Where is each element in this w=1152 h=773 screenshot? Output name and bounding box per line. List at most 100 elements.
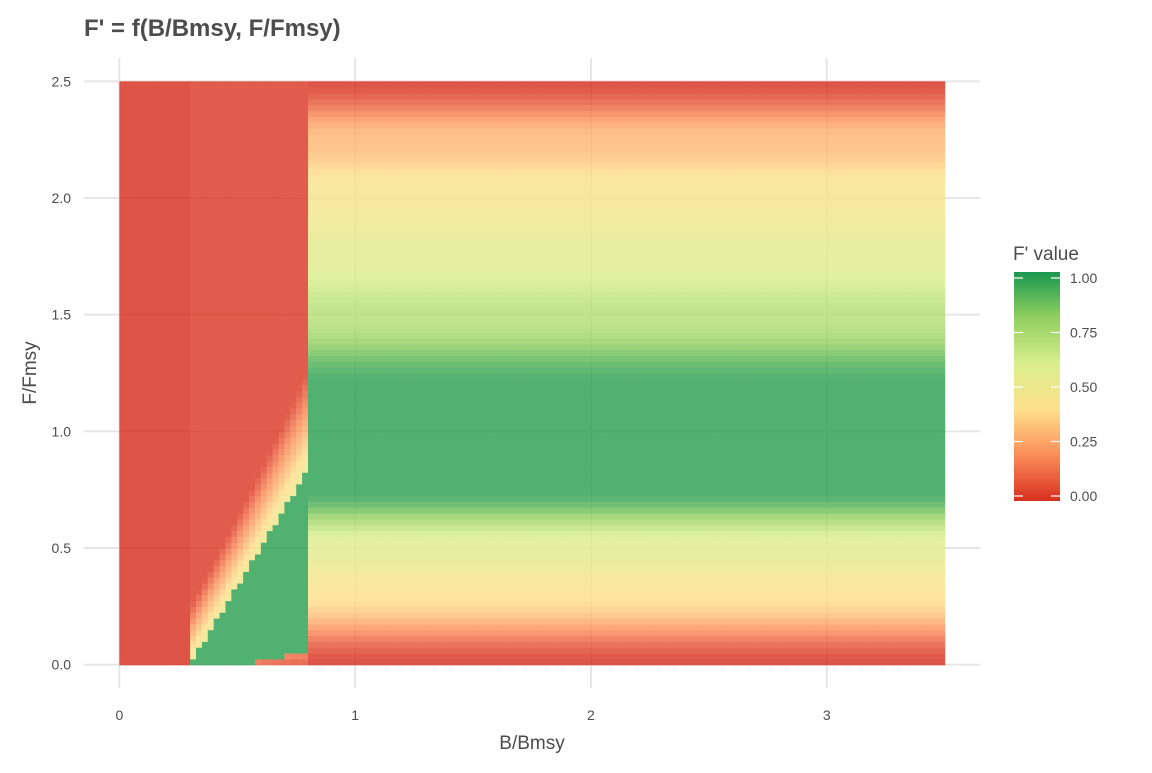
- heatmap-cell: [255, 181, 261, 187]
- heatmap-cell: [402, 332, 408, 338]
- heatmap-cell: [396, 420, 402, 426]
- heatmap-cell: [172, 321, 178, 327]
- heatmap-cell: [273, 303, 279, 309]
- heatmap-cell: [202, 647, 208, 653]
- heatmap-cell: [225, 641, 231, 647]
- heatmap-cell: [137, 507, 143, 513]
- heatmap-cell: [279, 641, 285, 647]
- heatmap-cell: [273, 507, 279, 513]
- heatmap-cell: [332, 501, 338, 507]
- heatmap-cell: [208, 262, 214, 268]
- heatmap-cell: [391, 81, 397, 87]
- heatmap-cell: [237, 653, 243, 659]
- heatmap-cell: [255, 461, 261, 467]
- heatmap-cell: [202, 321, 208, 327]
- heatmap-cell: [184, 233, 190, 239]
- heatmap-cell: [208, 280, 214, 286]
- heatmap-cell: [231, 531, 237, 537]
- heatmap-cell: [343, 420, 349, 426]
- heatmap-cell: [225, 169, 231, 175]
- heatmap-cell: [225, 157, 231, 163]
- heatmap-cell: [119, 291, 125, 297]
- heatmap-cell: [261, 87, 267, 93]
- heatmap-cell: [343, 321, 349, 327]
- heatmap-cell: [172, 595, 178, 601]
- heatmap-cell: [143, 601, 149, 607]
- heatmap-cell: [355, 583, 361, 589]
- heatmap-cell: [408, 466, 414, 472]
- heatmap-cell: [396, 99, 402, 105]
- heatmap-cell: [255, 653, 261, 659]
- heatmap-cell: [178, 175, 184, 181]
- heatmap-cell: [220, 630, 226, 636]
- heatmap-cell: [267, 122, 273, 128]
- heatmap-cell: [149, 146, 155, 152]
- heatmap-cell: [273, 175, 279, 181]
- heatmap-cell: [161, 426, 167, 432]
- heatmap-cell: [326, 379, 332, 385]
- heatmap-cell: [125, 414, 131, 420]
- heatmap-cell: [190, 548, 196, 554]
- heatmap-cell: [367, 186, 373, 192]
- heatmap-cell: [231, 420, 237, 426]
- heatmap-cell: [326, 280, 332, 286]
- heatmap-cell: [167, 286, 173, 292]
- heatmap-cell: [149, 116, 155, 122]
- heatmap-cell: [167, 606, 173, 612]
- heatmap-cell: [355, 198, 361, 204]
- heatmap-cell: [231, 659, 237, 665]
- heatmap-cell: [396, 624, 402, 630]
- heatmap-cell: [255, 379, 261, 385]
- heatmap-cell: [255, 396, 261, 402]
- heatmap-cell: [290, 426, 296, 432]
- heatmap-cell: [367, 175, 373, 181]
- heatmap-cell: [208, 630, 214, 636]
- heatmap-cell: [178, 519, 184, 525]
- heatmap-cell: [149, 507, 155, 513]
- heatmap-cell: [196, 577, 202, 583]
- heatmap-cell: [119, 466, 125, 472]
- heatmap-cell: [284, 157, 290, 163]
- heatmap-cell: [367, 601, 373, 607]
- heatmap-cell: [137, 210, 143, 216]
- heatmap-cell: [408, 373, 414, 379]
- heatmap-cell: [402, 186, 408, 192]
- heatmap-cell: [119, 181, 125, 187]
- heatmap-cell: [349, 344, 355, 350]
- heatmap-cell: [208, 595, 214, 601]
- heatmap-cell: [373, 233, 379, 239]
- heatmap-cell: [125, 455, 131, 461]
- heatmap-cell: [178, 449, 184, 455]
- heatmap-cell: [314, 472, 320, 478]
- heatmap-cell: [137, 525, 143, 531]
- heatmap-cell: [196, 163, 202, 169]
- heatmap-cell: [172, 449, 178, 455]
- heatmap-cell: [231, 116, 237, 122]
- heatmap-cell: [385, 221, 391, 227]
- heatmap-cell: [214, 373, 220, 379]
- heatmap-cell: [367, 87, 373, 93]
- heatmap-cell: [137, 99, 143, 105]
- heatmap-cell: [119, 583, 125, 589]
- heatmap-cell: [196, 601, 202, 607]
- heatmap-cell: [391, 571, 397, 577]
- heatmap-cell: [220, 618, 226, 624]
- heatmap-cell: [220, 151, 226, 157]
- heatmap-cell: [161, 618, 167, 624]
- heatmap-cell: [337, 221, 343, 227]
- heatmap-cell: [373, 606, 379, 612]
- heatmap-cell: [296, 239, 302, 245]
- heatmap-cell: [196, 420, 202, 426]
- heatmap-cell: [208, 105, 214, 111]
- heatmap-cell: [119, 192, 125, 198]
- heatmap-cell: [284, 566, 290, 572]
- heatmap-cell: [349, 606, 355, 612]
- heatmap-cell: [161, 472, 167, 478]
- heatmap-cell: [131, 186, 137, 192]
- heatmap-cell: [279, 437, 285, 443]
- heatmap-cell: [255, 612, 261, 618]
- heatmap-cell: [273, 350, 279, 356]
- heatmap-cell: [167, 367, 173, 373]
- heatmap-cell: [208, 221, 214, 227]
- heatmap-cell: [231, 93, 237, 99]
